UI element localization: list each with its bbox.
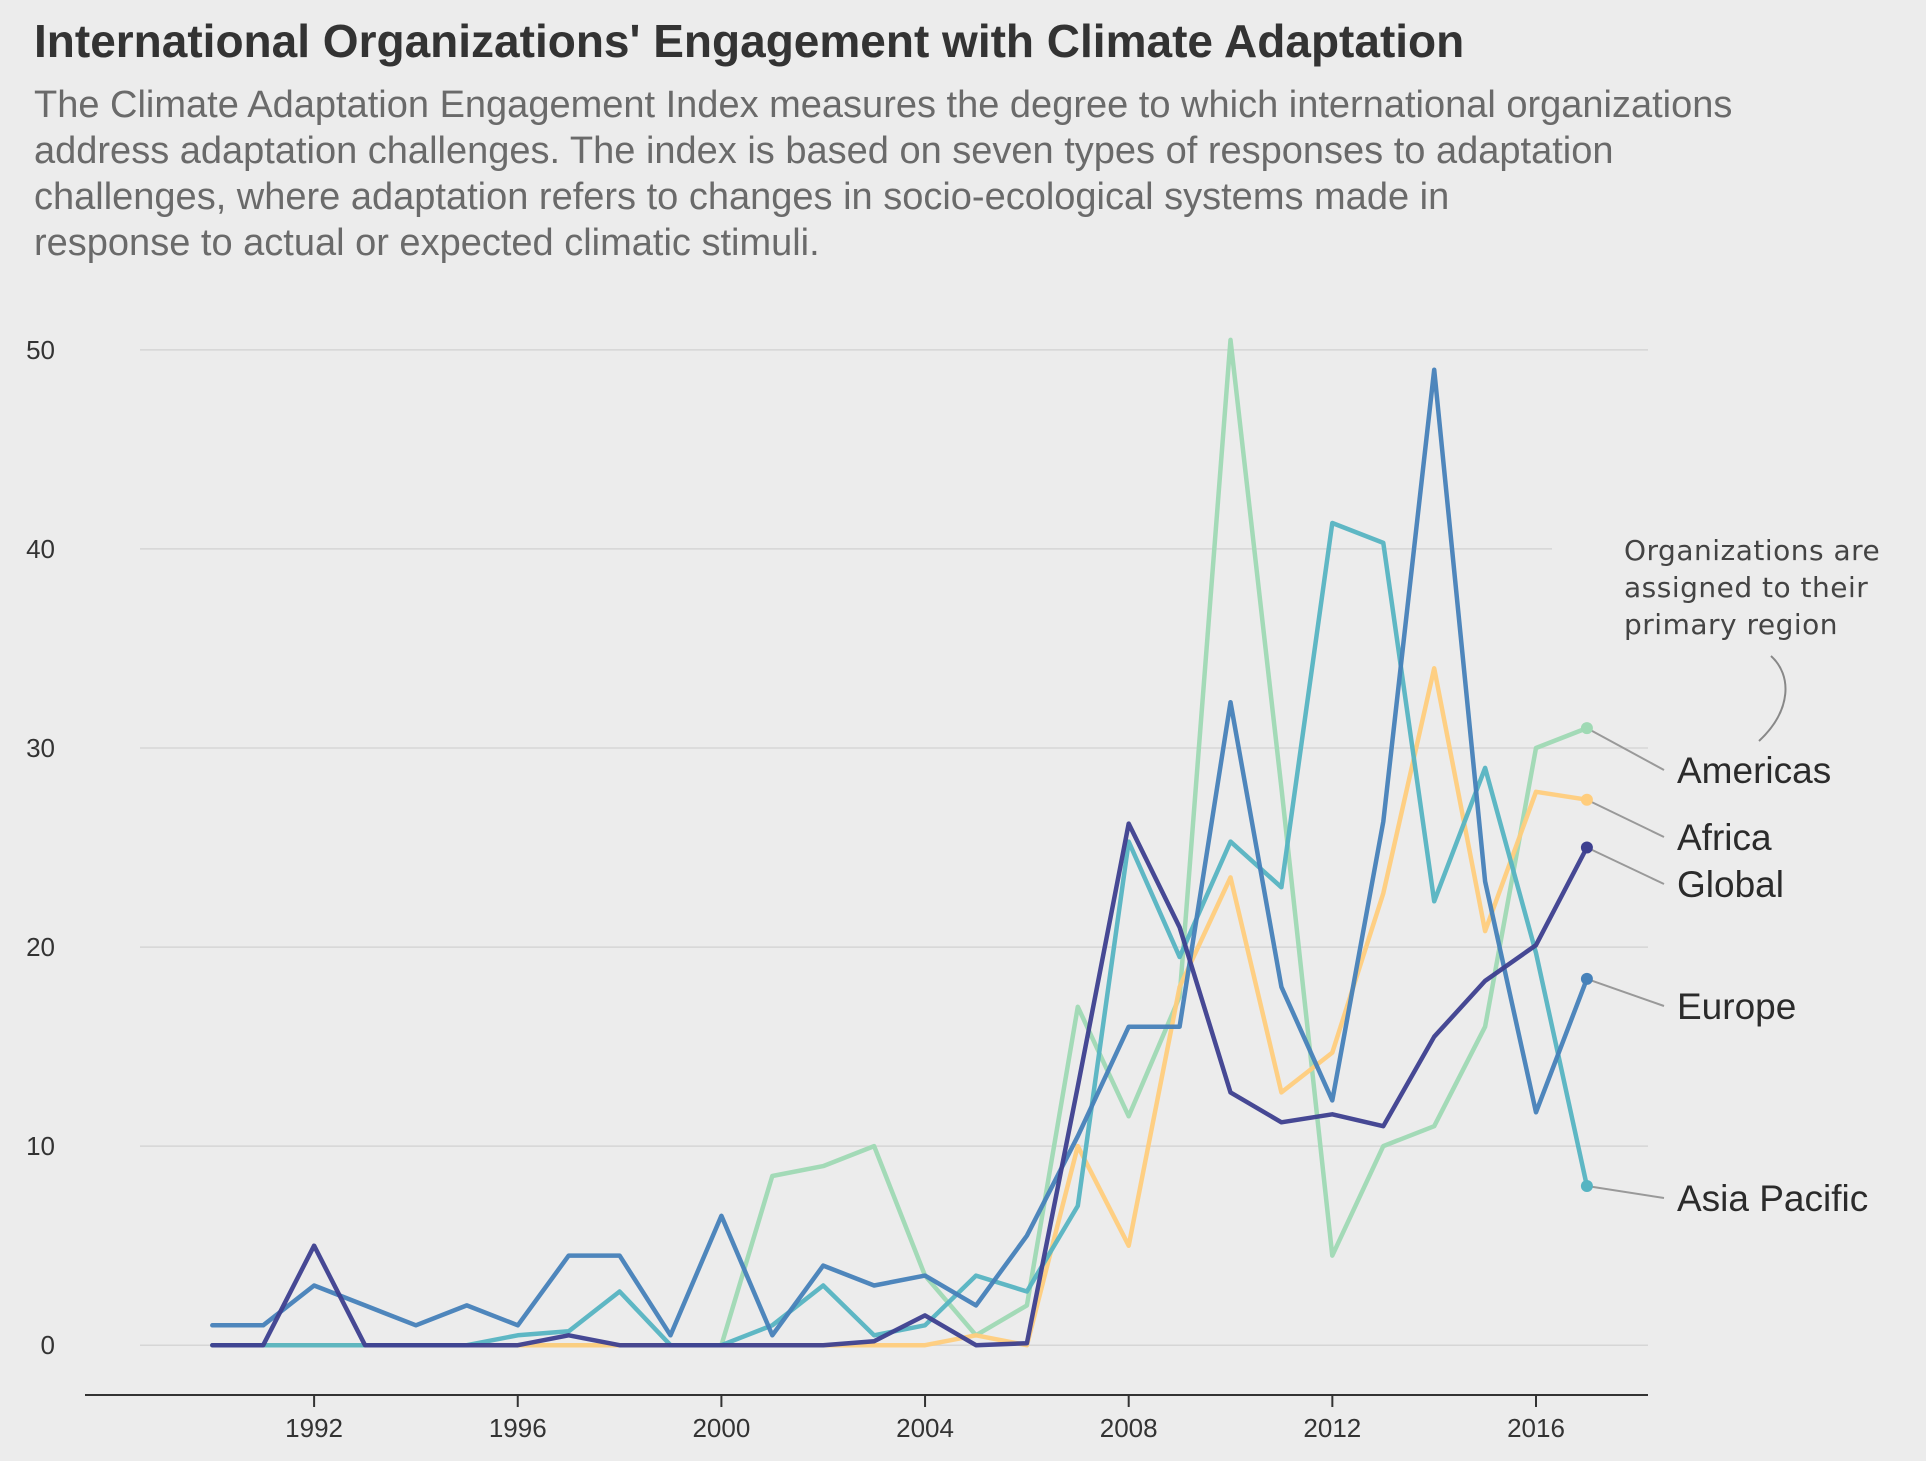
series-label-global: Global — [1677, 864, 1784, 905]
y-tick-label: 10 — [26, 1131, 55, 1161]
series-label-americas: Americas — [1677, 750, 1831, 791]
chart-title: International Organizations' Engagement … — [34, 15, 1465, 67]
subtitle-line: response to actual or expected climatic … — [34, 222, 820, 264]
y-tick-label: 0 — [41, 1330, 55, 1360]
subtitle-line: The Climate Adaptation Engagement Index … — [34, 84, 1733, 126]
series-end-dot — [1580, 972, 1593, 985]
chart-subtitle: The Climate Adaptation Engagement Index … — [34, 82, 1894, 266]
series-labels: Americas Africa Asia Pacific Europe Global — [1580, 722, 1868, 1219]
annotation-line: assigned to their — [1624, 571, 1869, 604]
leader-line — [1586, 1184, 1665, 1199]
leader-line — [1586, 798, 1665, 838]
x-tick-label: 2000 — [692, 1413, 750, 1443]
series-line-asia-pacific — [210, 520, 1590, 1348]
series-end-dot — [1580, 722, 1593, 735]
series-label-asia-pacific: Asia Pacific — [1677, 1178, 1868, 1219]
annotation-line: Organizations are — [1624, 534, 1881, 567]
y-tick-label: 50 — [26, 335, 55, 365]
series-end-dot — [1580, 841, 1593, 854]
leader-line — [1586, 846, 1665, 885]
series-end-dot — [1580, 793, 1593, 806]
y-tick-label: 20 — [26, 932, 55, 962]
x-tick-label: 2016 — [1507, 1413, 1565, 1443]
series-line-africa — [210, 666, 1590, 1348]
x-tick-label: 2012 — [1303, 1413, 1361, 1443]
series-label-europe: Europe — [1677, 986, 1796, 1027]
leader-line — [1586, 727, 1665, 771]
series-end-dot — [1580, 1179, 1593, 1192]
annotation-note: Organizations are assigned to their prim… — [1624, 532, 1880, 643]
y-tick-label: 40 — [26, 534, 55, 564]
series-lines — [210, 337, 1590, 1348]
x-tick-label: 2008 — [1100, 1413, 1158, 1443]
leader-line — [1586, 977, 1665, 1007]
axes: 0 10 20 30 40 50 1992 1996 2000 2004 2008 2012 2016 — [26, 335, 1648, 1443]
series-line-global — [210, 821, 1590, 1348]
subtitle-line: address adaptation challenges. The index… — [34, 130, 1614, 172]
annotation-line: primary region — [1624, 608, 1839, 641]
x-tick-label: 1992 — [285, 1413, 343, 1443]
annotation-arrow — [1758, 655, 1787, 742]
series-label-africa: Africa — [1677, 817, 1772, 858]
y-tick-label: 30 — [26, 733, 55, 763]
x-tick-label: 1996 — [489, 1413, 547, 1443]
subtitle-line: challenges, where adaptation refers to c… — [34, 176, 1450, 218]
x-tick-label: 2004 — [896, 1413, 954, 1443]
series-line-europe — [210, 367, 1590, 1338]
